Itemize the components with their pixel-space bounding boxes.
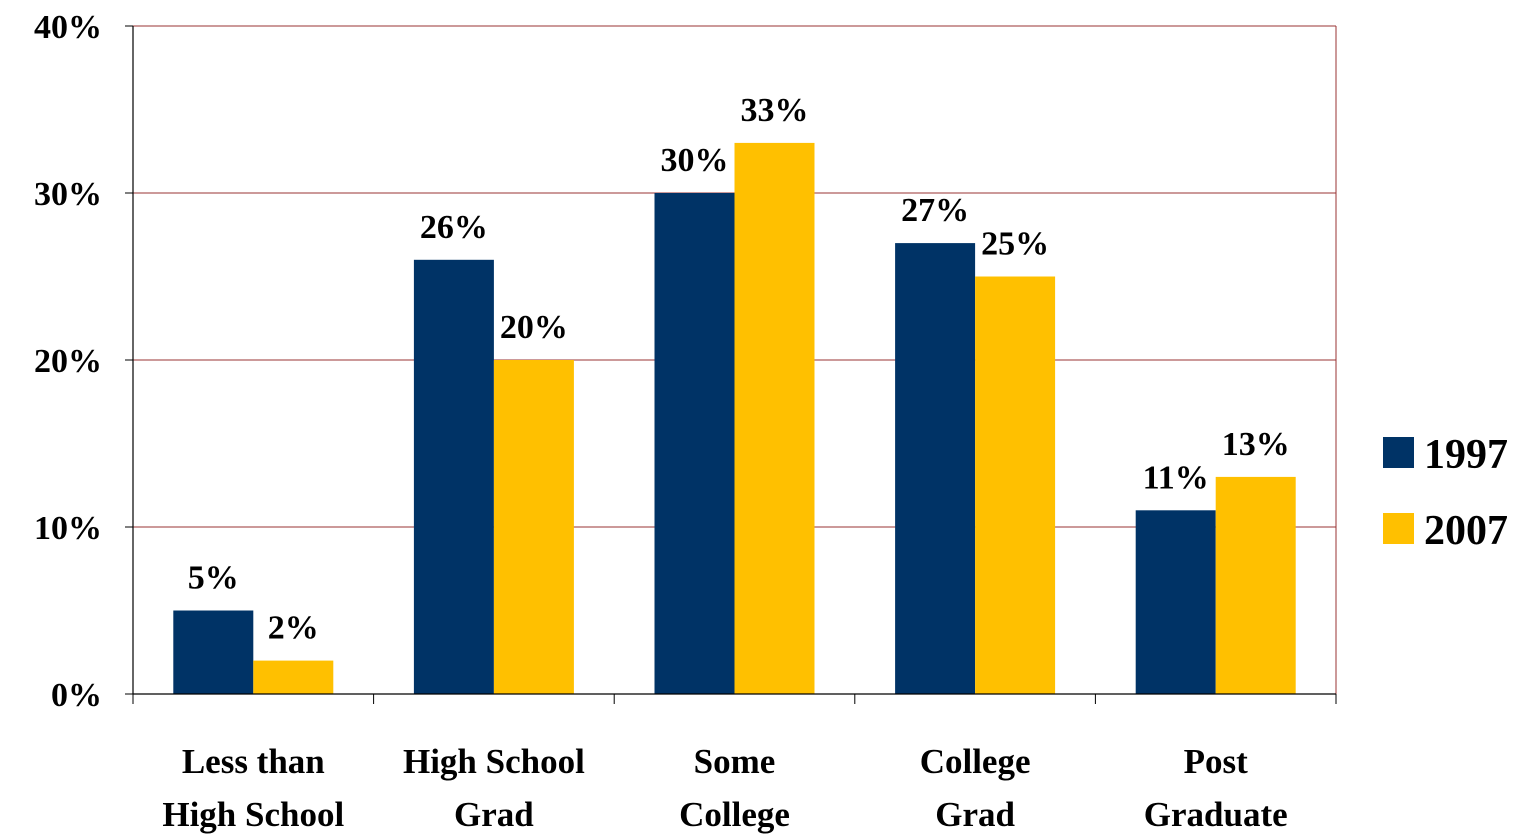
data-label: 27%: [901, 192, 969, 229]
x-tick-labels: Less than High School High School Grad Some C…: [162, 742, 1287, 834]
legend-label-1997: 1997: [1424, 432, 1508, 478]
bars: [173, 142, 1296, 694]
bar-2007: [253, 660, 334, 694]
data-label: 30%: [661, 142, 729, 179]
x-tick-label: Graduate: [1144, 795, 1288, 834]
x-tick-label: Grad: [935, 795, 1015, 834]
legend-swatch-2007: [1383, 513, 1414, 544]
x-tick-label: Post: [1184, 742, 1249, 781]
bar-1997: [895, 243, 976, 694]
data-label: 25%: [981, 226, 1049, 263]
x-tick-label: Less than: [182, 742, 325, 781]
legend: 1997 2007: [1383, 432, 1508, 554]
bar-2007: [734, 142, 815, 694]
data-label: 2%: [268, 610, 319, 647]
data-labels: 5% 2% 26% 20% 30% 33% 27% 25% 11% 13%: [188, 92, 1290, 647]
data-label: 33%: [741, 92, 809, 129]
y-tick-labels: 0% 10% 20% 30% 40%: [34, 9, 102, 714]
legend-swatch-1997: [1383, 437, 1414, 468]
y-tick-label: 0%: [51, 677, 102, 714]
bar-2007: [1215, 476, 1296, 694]
bar-2007: [493, 360, 574, 694]
data-label: 11%: [1143, 459, 1209, 496]
data-label: 26%: [420, 209, 488, 246]
data-label: 5%: [188, 560, 239, 597]
legend-label-2007: 2007: [1424, 508, 1508, 554]
data-label: 13%: [1222, 426, 1290, 463]
x-tick-label: College: [920, 742, 1031, 781]
y-tick-label: 20%: [34, 343, 102, 380]
x-tick-label: Grad: [454, 795, 534, 834]
bar-1997: [413, 259, 494, 694]
y-tick-label: 10%: [34, 510, 102, 547]
axes: [125, 25, 1337, 704]
y-tick-label: 40%: [34, 9, 102, 46]
x-tick-label: College: [679, 795, 790, 834]
x-tick-label: Some: [694, 742, 776, 781]
bar-1997: [654, 193, 735, 694]
x-tick-label: High School: [162, 795, 344, 834]
bar-2007: [975, 276, 1056, 694]
bar-1997: [173, 610, 254, 694]
y-tick-label: 30%: [34, 176, 102, 213]
x-tick-label: High School: [403, 742, 585, 781]
data-label: 20%: [500, 309, 568, 346]
bar-1997: [1135, 510, 1216, 694]
